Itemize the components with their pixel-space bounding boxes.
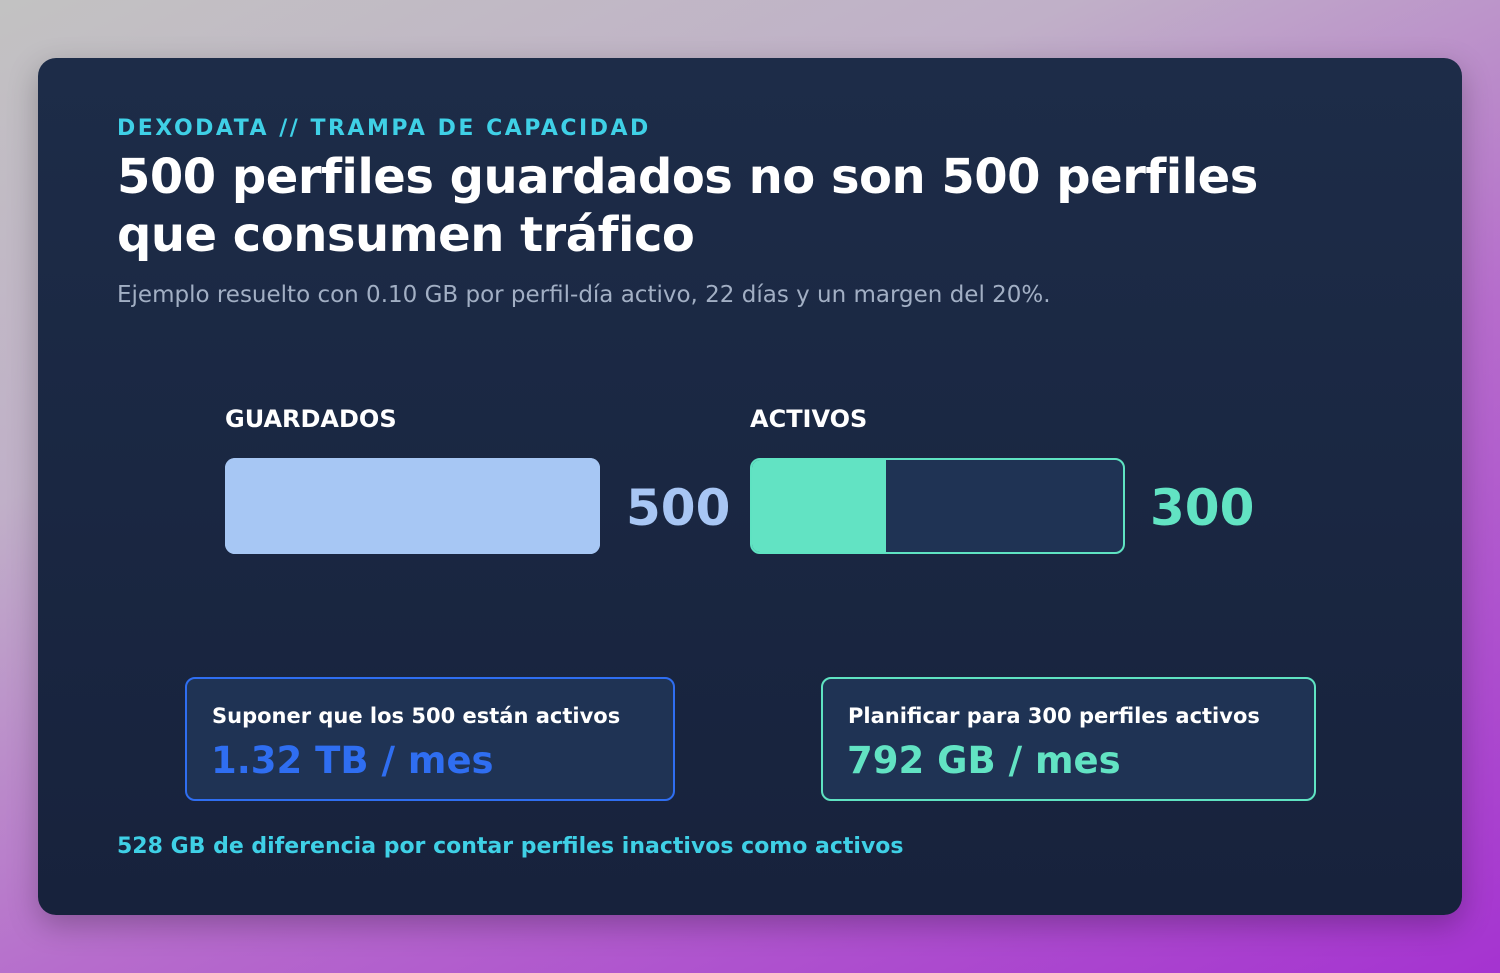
bar-label-active: ACTIVOS	[750, 405, 868, 433]
capacity-card: DEXODATA // TRAMPA DE CAPACIDAD 500 perf…	[38, 58, 1462, 915]
bar-active	[752, 460, 886, 552]
assume-label: Suponer que los 500 están activos	[212, 704, 621, 728]
assume-all-active-box: Suponer que los 500 están activos 1.32 T…	[185, 677, 675, 801]
plan-active-box: Planificar para 300 perfiles activos 792…	[821, 677, 1316, 801]
eyebrow: DEXODATA // TRAMPA DE CAPACIDAD	[117, 116, 651, 141]
plan-label: Planificar para 300 perfiles activos	[848, 704, 1260, 728]
bar-label-saved: GUARDADOS	[225, 405, 397, 433]
plan-value: 792 GB / mes	[847, 739, 1121, 782]
bar-value-saved: 500	[626, 479, 731, 537]
bar-track-active	[750, 458, 1125, 554]
assume-value: 1.32 TB / mes	[211, 739, 494, 782]
page-subtitle: Ejemplo resuelto con 0.10 GB por perfil-…	[117, 282, 1051, 308]
bar-track-saved	[225, 458, 600, 554]
page-title: 500 perfiles guardados no son 500 perfil…	[117, 149, 1258, 263]
bar-saved	[225, 458, 600, 554]
bar-value-active: 300	[1150, 479, 1255, 537]
difference-note: 528 GB de diferencia por contar perfiles…	[117, 834, 904, 859]
